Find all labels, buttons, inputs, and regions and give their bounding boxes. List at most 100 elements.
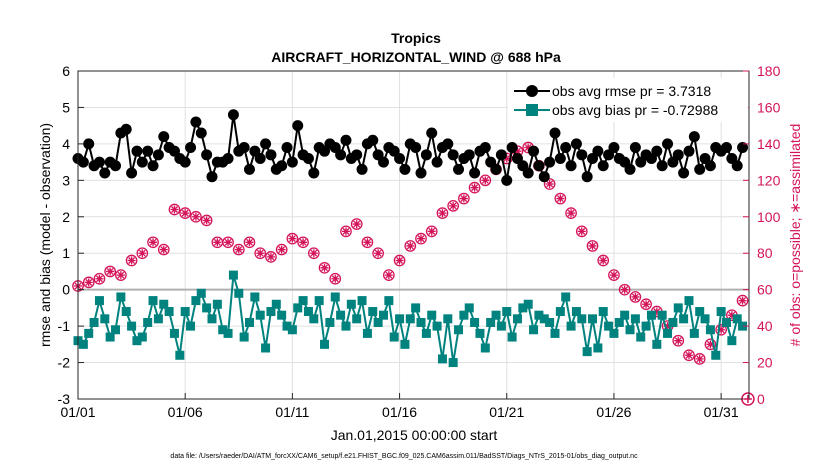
- y-right-tick-label: 20: [757, 355, 773, 371]
- y-tick-label: 6: [62, 63, 70, 79]
- obs-assimilated-point: [127, 256, 136, 265]
- obs-possible-point: [136, 247, 149, 260]
- bias-point: [191, 296, 201, 306]
- x-axis-ticks: 01/01 01/06 01/11 01/16 01/21 01/26 01/31: [60, 393, 739, 420]
- obs-possible-point: [329, 272, 342, 285]
- rmse-point: [244, 163, 256, 175]
- y-right-axis-ticks: 0 20 40 60 80 100 120 140 160 180: [743, 63, 781, 407]
- obs-possible-point: [736, 294, 749, 307]
- obs-assimilated-point: [459, 194, 468, 203]
- obs-assimilated-point: [545, 179, 554, 188]
- bias-point: [384, 296, 394, 306]
- rmse-point: [538, 171, 550, 183]
- bias-point: [186, 321, 196, 331]
- bias-point: [496, 321, 506, 331]
- y-right-tick-label: 40: [757, 318, 773, 334]
- obs-possible-point: [307, 247, 320, 260]
- obs-possible-point: [82, 276, 95, 289]
- obs-assimilated-point: [513, 147, 522, 156]
- obs-assimilated-point: [524, 143, 533, 152]
- obs-assimilated-point: [202, 216, 211, 225]
- bias-point: [566, 321, 576, 331]
- rmse-point: [281, 142, 293, 154]
- bias-point: [105, 332, 115, 342]
- bias-point: [137, 332, 147, 342]
- obs-possible-point: [393, 254, 406, 267]
- y-right-tick-label: 100: [757, 209, 781, 225]
- rmse-point: [570, 138, 582, 150]
- obs-assimilated-point: [256, 249, 265, 258]
- obs-assimilated-point: [234, 245, 243, 254]
- y-tick-label: 3: [62, 172, 70, 188]
- y-tick-label: 2: [62, 209, 70, 225]
- bias-point: [175, 350, 185, 360]
- bias-point: [111, 325, 121, 335]
- obs-assimilated-point: [449, 201, 458, 210]
- rmse-series: [72, 109, 749, 186]
- y-tick-label: 5: [62, 99, 70, 115]
- bias-point: [437, 354, 447, 364]
- obs-possible-point: [340, 225, 352, 238]
- bias-point: [614, 317, 624, 327]
- bias-point: [202, 303, 212, 313]
- obs-assimilated-point: [106, 267, 115, 276]
- bias-point: [127, 321, 137, 331]
- rmse-point: [737, 142, 749, 154]
- bias-point: [180, 307, 190, 317]
- rmse-point: [415, 167, 427, 179]
- bias-point: [411, 303, 421, 313]
- obs-possible-point: [672, 334, 685, 347]
- chart-title: Tropics: [391, 30, 441, 46]
- bias-point: [100, 314, 110, 324]
- obs-assimilated-point: [384, 271, 393, 280]
- rmse-point: [276, 160, 288, 172]
- rmse-point: [131, 145, 143, 157]
- rmse-point: [206, 171, 218, 183]
- bias-point: [116, 292, 126, 302]
- obs-possible-point: [629, 291, 642, 303]
- rmse-point: [629, 142, 641, 154]
- bias-point: [427, 310, 437, 320]
- obs-assimilated-point: [116, 271, 125, 280]
- rmse-point: [469, 167, 481, 179]
- bias-point: [405, 314, 415, 324]
- y-axis-label: rmse and bias (model - observation): [37, 123, 53, 347]
- y-right-tick-label: 180: [757, 63, 781, 79]
- bias-point: [630, 314, 640, 324]
- rmse-point: [158, 131, 170, 143]
- bias-point: [684, 296, 694, 306]
- bias-point: [652, 339, 662, 349]
- bias-point: [282, 321, 292, 331]
- rmse-point: [201, 149, 213, 161]
- rmse-point: [581, 171, 593, 183]
- obs-possible-point: [157, 243, 170, 256]
- rmse-point: [356, 163, 368, 175]
- bias-point: [464, 303, 474, 313]
- bias-point: [234, 288, 244, 298]
- rmse-point: [254, 152, 266, 164]
- rmse-point: [528, 145, 540, 157]
- obs-possible-point: [179, 207, 192, 219]
- obs-assimilated-point: [427, 227, 436, 236]
- y-right-tick-label: 140: [757, 136, 781, 152]
- x-tick-label: 01/01: [60, 404, 95, 420]
- y-tick-label: -3: [58, 391, 71, 407]
- bias-point: [716, 307, 726, 317]
- obs-assimilated-point: [213, 238, 222, 247]
- x-tick-label: 01/06: [168, 404, 203, 420]
- bias-point: [555, 307, 565, 317]
- bias-point: [657, 310, 667, 320]
- obs-assimilated-point: [706, 340, 715, 349]
- bias-point: [314, 296, 324, 306]
- bias-point: [721, 317, 731, 327]
- bias-point: [545, 317, 555, 327]
- footnote: data file: /Users/raeder/DAI/ATM_forcXX/…: [170, 453, 638, 460]
- obs-possible-point: [372, 247, 384, 260]
- bias-point: [223, 328, 233, 338]
- obs-assimilated-point: [299, 238, 308, 247]
- rmse-point: [420, 149, 432, 161]
- bias-point: [212, 299, 222, 309]
- rmse-point: [662, 138, 674, 150]
- obs-possible-point: [575, 225, 588, 238]
- rmse-point: [672, 149, 684, 161]
